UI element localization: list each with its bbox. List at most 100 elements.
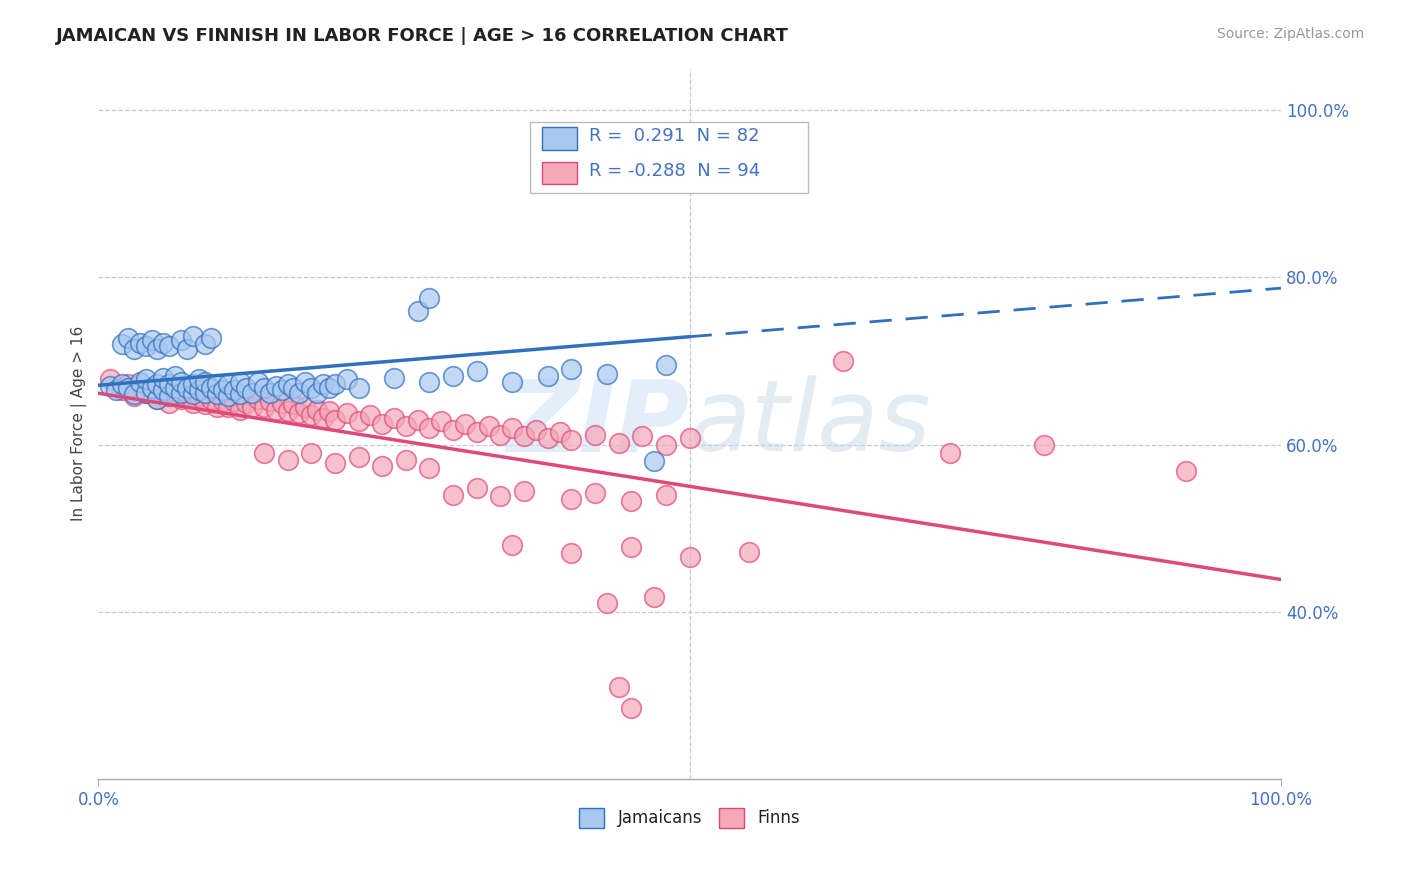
Point [111,377,134,392]
Point [200,381,222,395]
Point [524,423,547,437]
Point [105,384,128,398]
Point [128,335,150,350]
Point [513,483,536,498]
Point [395,419,418,434]
Point [259,385,281,400]
Point [418,375,440,389]
Point [454,417,477,431]
Point [299,446,322,460]
Point [152,384,174,398]
Point [165,387,187,401]
Point [141,333,163,347]
Point [98,372,121,386]
Point [323,456,346,470]
Point [832,354,855,368]
Point [537,431,560,445]
Point [312,410,335,425]
Point [264,379,287,393]
Point [229,375,252,389]
Point [128,377,150,392]
Point [489,490,512,504]
Point [141,381,163,395]
Point [224,384,246,398]
Point [152,335,174,350]
Point [406,412,429,426]
Text: R =  0.291  N = 82: R = 0.291 N = 82 [589,128,759,145]
Point [395,452,418,467]
Point [336,372,359,386]
Point [111,384,134,398]
Point [288,406,311,420]
Point [560,491,582,506]
Point [382,370,405,384]
Point [240,400,263,414]
Point [157,396,180,410]
Text: R = -0.288  N = 94: R = -0.288 N = 94 [589,161,761,179]
Point [181,387,204,401]
Point [170,392,193,406]
Point [406,304,429,318]
Point [146,392,169,406]
Point [430,414,453,428]
Point [596,367,619,381]
Point [117,381,139,395]
Point [371,458,394,473]
Point [205,377,228,392]
Point [441,423,464,437]
Point [307,385,329,400]
FancyBboxPatch shape [541,161,578,185]
Point [631,429,654,443]
Point [619,494,641,508]
Point [1175,464,1198,478]
Point [146,392,169,406]
Point [217,389,239,403]
Point [583,427,606,442]
Point [211,394,233,409]
Point [217,400,239,414]
Point [247,375,270,389]
Point [738,544,761,558]
Point [135,385,157,400]
Point [655,437,678,451]
Point [643,590,665,604]
Point [135,372,157,386]
Point [619,701,641,715]
Point [270,396,292,410]
Point [194,397,217,411]
Point [560,546,582,560]
Point [619,540,641,554]
Point [187,389,209,403]
Point [294,400,316,414]
Point [299,409,322,423]
Point [1033,437,1056,451]
Point [465,481,488,495]
Point [283,397,305,411]
Point [548,425,571,439]
Point [217,377,239,392]
Point [170,375,193,389]
Text: JAMAICAN VS FINNISH IN LABOR FORCE | AGE > 16 CORRELATION CHART: JAMAICAN VS FINNISH IN LABOR FORCE | AGE… [56,27,789,45]
Point [318,404,340,418]
Point [283,381,305,395]
Point [655,358,678,372]
Point [418,291,440,305]
Point [294,375,316,389]
Point [465,364,488,378]
Point [111,337,134,351]
Point [347,381,370,395]
FancyBboxPatch shape [530,122,808,193]
Point [165,369,187,384]
Point [489,427,512,442]
Point [501,538,523,552]
Point [235,396,257,410]
Point [655,488,678,502]
Point [141,381,163,395]
Point [501,375,523,389]
Point [157,339,180,353]
Point [607,680,630,694]
Point [323,377,346,392]
Point [170,385,193,400]
Point [607,136,630,151]
Point [307,402,329,417]
